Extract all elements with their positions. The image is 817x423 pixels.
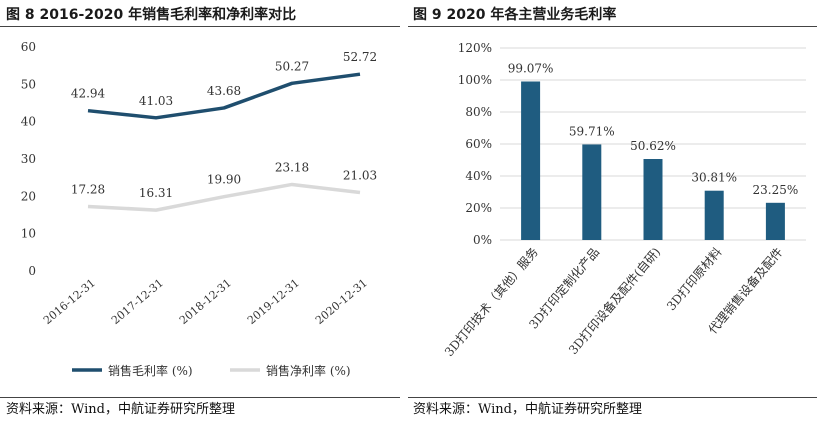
net-margin-line	[87, 182, 361, 212]
bar-chart: 0% 20% 40% 60% 80% 100% 120% 99.07% 59.71% 50.62%…	[441, 41, 806, 359]
y-tick-label: 40	[21, 115, 36, 129]
net-margin-data-label: 21.03	[343, 168, 377, 182]
y-tick-label: 20%	[465, 201, 492, 215]
gross-margin-data-label: 52.72	[343, 50, 377, 64]
net-margin-data-label: 17.28	[71, 182, 105, 196]
x-tick-label: 2019-12-31	[245, 276, 302, 327]
gross-margin-data-label: 41.03	[139, 94, 173, 108]
y-tick-label: 30	[21, 152, 36, 166]
gross-margin-data-label: 43.68	[207, 84, 241, 98]
legend-gross-margin-label: 销售毛利率 (%)	[108, 363, 193, 378]
line-chart: 0 10 20 30 40 50 60 2016-12-31 2017-12-31 2018-12…	[21, 40, 377, 378]
left-source-note: 资料来源：Wind，中航证券研究所整理	[6, 402, 235, 417]
bar-data-label: 23.25%	[753, 183, 799, 197]
bar-data-label: 59.71%	[569, 124, 615, 138]
right-source-rule	[408, 397, 817, 398]
left-chart-title: 图 8 2016-2020 年销售毛利率和净利率对比	[6, 7, 297, 23]
y-tick-label: 10	[21, 227, 36, 241]
y-tick-label: 0%	[473, 233, 492, 247]
y-tick-label: 120%	[458, 41, 492, 55]
legend-net-margin-label: 销售净利率 (%)	[266, 363, 351, 378]
left-title-rule	[0, 26, 400, 27]
right-chart-title: 图 9 2020 年各主营业务毛利率	[413, 7, 617, 23]
gross-margin-data-label: 50.27	[275, 59, 309, 73]
net-margin-data-label: 19.90	[207, 173, 241, 187]
x-tick-label: 2020-12-31	[313, 276, 370, 327]
net-margin-data-label: 16.31	[139, 186, 173, 200]
x-tick-label: 2018-12-31	[177, 276, 234, 327]
x-tick-label: 2017-12-31	[109, 276, 166, 327]
bar	[582, 144, 602, 240]
y-tick-label: 80%	[465, 105, 492, 119]
y-tick-label: 20	[21, 189, 36, 203]
x-tick-label: 2016-12-31	[41, 276, 98, 327]
y-tick-label: 0	[28, 264, 36, 278]
right-title-rule	[408, 26, 817, 27]
right-source-note: 资料来源：Wind，中航证券研究所整理	[413, 402, 642, 417]
bar-data-label: 30.81%	[691, 171, 737, 185]
bar-data-label: 99.07%	[508, 61, 554, 75]
y-tick-label: 60%	[465, 137, 492, 151]
bar-data-label: 50.62%	[630, 139, 676, 153]
y-tick-label: 100%	[458, 73, 492, 87]
net-margin-data-label: 23.18	[275, 160, 309, 174]
x-tick-label: 3D打印原材料	[664, 245, 724, 313]
bar	[521, 81, 541, 240]
bar	[643, 159, 663, 240]
y-tick-label: 50	[21, 77, 36, 91]
y-tick-label: 40%	[465, 169, 492, 183]
y-tick-label: 60	[21, 40, 36, 54]
gross-margin-data-label: 42.94	[71, 87, 106, 101]
bar	[704, 190, 724, 240]
x-tick-label: 3D打印技术（其他）服务	[441, 244, 541, 359]
bar	[765, 202, 785, 240]
left-source-rule	[0, 397, 400, 398]
